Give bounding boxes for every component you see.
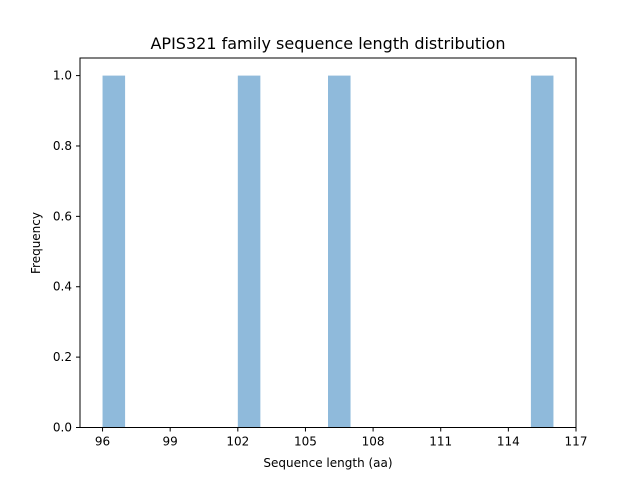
histogram-bar	[530, 75, 554, 428]
y-tick-label: 0.0	[53, 421, 72, 435]
histogram-bar	[237, 75, 261, 428]
x-tick-label: 105	[294, 435, 317, 449]
y-tick-label: 0.4	[53, 280, 72, 294]
plot-frame	[79, 57, 577, 428]
x-tick-label: 102	[226, 435, 249, 449]
y-tick-label: 0.6	[53, 209, 72, 223]
x-tick-label: 108	[362, 435, 385, 449]
x-tick-label: 96	[95, 435, 110, 449]
y-tick-label: 0.8	[53, 139, 72, 153]
y-tick-label: 1.0	[53, 69, 72, 83]
histogram-bar	[102, 75, 126, 428]
y-tick-label: 0.2	[53, 350, 72, 364]
x-tick-label: 117	[565, 435, 588, 449]
y-axis-label: Frequency	[29, 212, 43, 274]
x-tick-label: 114	[497, 435, 520, 449]
x-tick-label: 111	[429, 435, 452, 449]
x-axis-ticks: 96 99 102 105 108 111 114 117	[95, 427, 588, 449]
bars-group	[102, 75, 554, 428]
x-tick-label: 99	[163, 435, 178, 449]
histogram-bar	[328, 75, 351, 428]
x-axis-label: Sequence length (aa)	[263, 456, 392, 470]
y-axis-ticks: 0.0 0.2 0.4 0.6 0.8 1.0	[53, 69, 80, 435]
chart-title: APIS321 family sequence length distribut…	[150, 34, 505, 53]
